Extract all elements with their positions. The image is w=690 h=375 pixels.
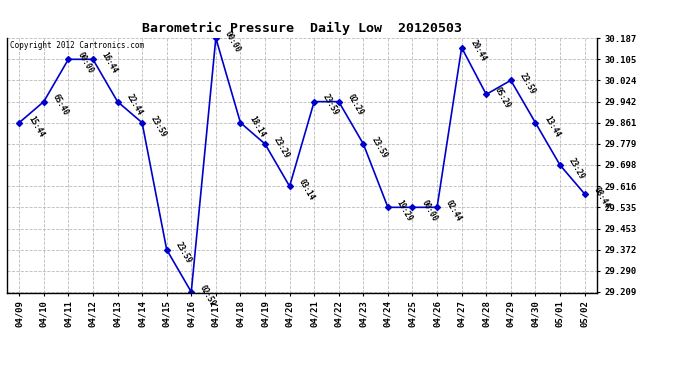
Text: 23:59: 23:59 xyxy=(371,135,390,160)
Text: Copyright 2012 Cartronics.com: Copyright 2012 Cartronics.com xyxy=(10,41,144,50)
Text: 03:14: 03:14 xyxy=(297,178,316,202)
Text: 00:00: 00:00 xyxy=(75,51,95,75)
Text: 02:59: 02:59 xyxy=(198,284,217,308)
Text: 23:59: 23:59 xyxy=(174,241,193,266)
Text: 00:00: 00:00 xyxy=(223,29,242,54)
Text: 18:14: 18:14 xyxy=(248,114,267,138)
Text: 08:44: 08:44 xyxy=(591,185,611,210)
Title: Barometric Pressure  Daily Low  20120503: Barometric Pressure Daily Low 20120503 xyxy=(142,22,462,35)
Text: 65:40: 65:40 xyxy=(51,93,70,117)
Text: 23:29: 23:29 xyxy=(272,135,291,160)
Text: 19:29: 19:29 xyxy=(395,199,414,223)
Text: 05:29: 05:29 xyxy=(493,86,513,110)
Text: 00:00: 00:00 xyxy=(420,199,439,223)
Text: 23:29: 23:29 xyxy=(567,156,586,181)
Text: 23:59: 23:59 xyxy=(149,114,168,138)
Text: 22:44: 22:44 xyxy=(124,93,144,117)
Text: 15:44: 15:44 xyxy=(26,114,46,138)
Text: 02:44: 02:44 xyxy=(444,199,464,223)
Text: 13:44: 13:44 xyxy=(542,114,562,138)
Text: 23:59: 23:59 xyxy=(321,93,340,117)
Text: 20:44: 20:44 xyxy=(469,39,488,63)
Text: 02:29: 02:29 xyxy=(346,93,365,117)
Text: 16:44: 16:44 xyxy=(100,51,119,75)
Text: 23:59: 23:59 xyxy=(518,72,537,96)
